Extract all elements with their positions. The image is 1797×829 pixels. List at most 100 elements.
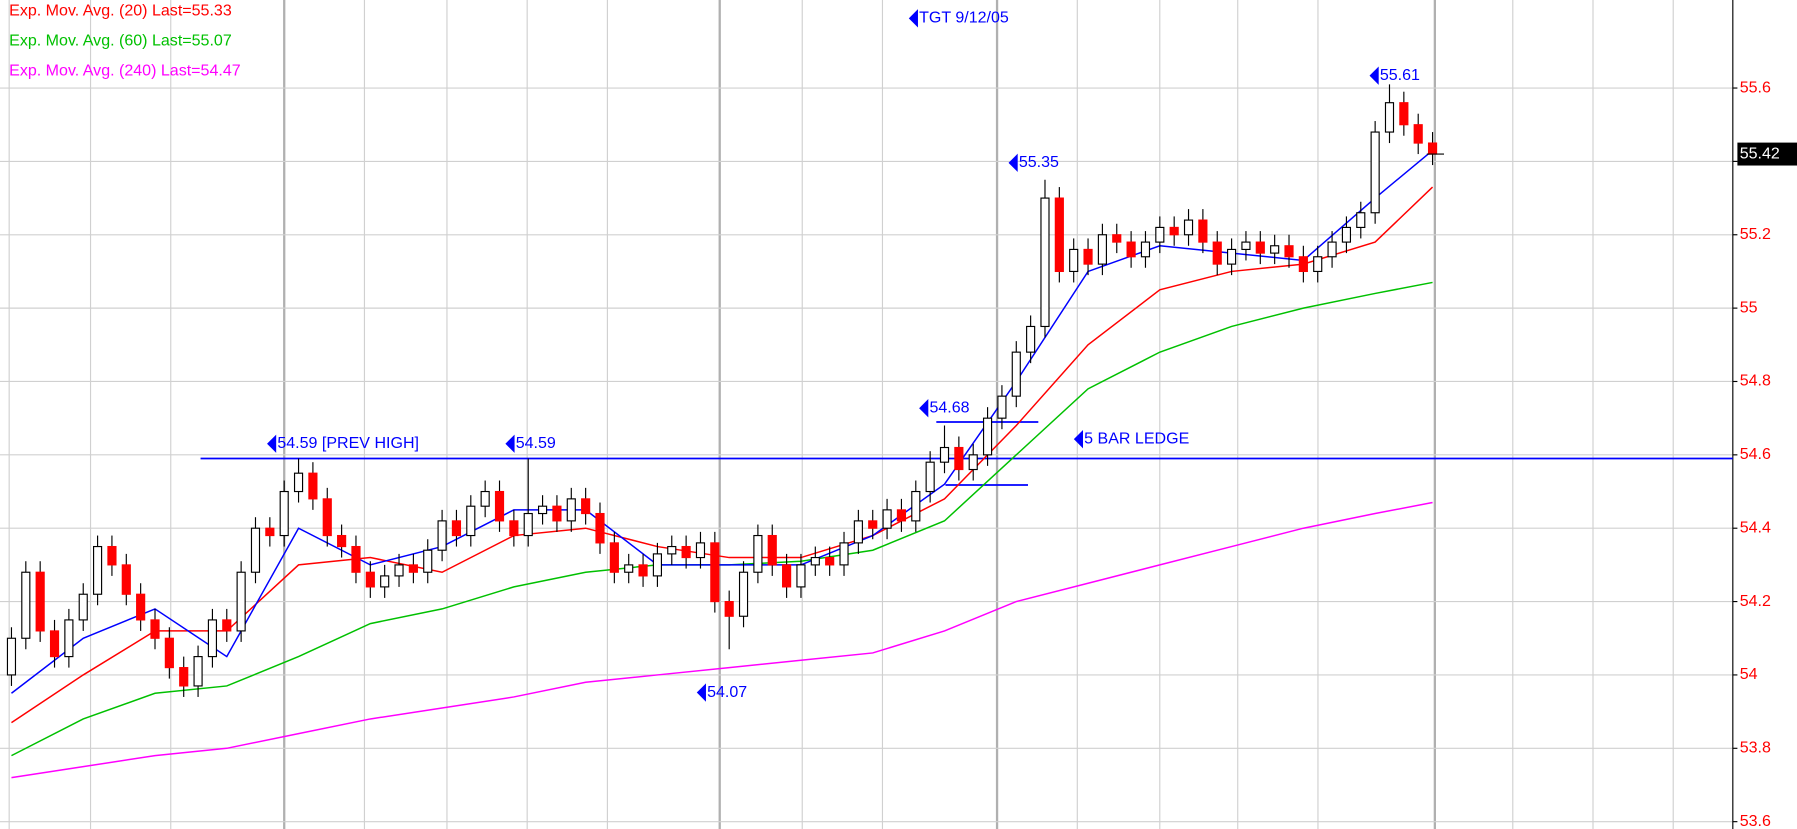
candle-body xyxy=(767,534,777,566)
y-tick-label: 55.2 xyxy=(1740,225,1771,243)
candle-body xyxy=(1183,219,1194,236)
annotation: 55.61 xyxy=(1380,66,1420,84)
candle-body xyxy=(997,395,1007,419)
candle-body xyxy=(337,534,347,548)
candle-body xyxy=(1341,226,1352,243)
candle-body xyxy=(609,542,619,573)
candle-body xyxy=(695,542,706,559)
legend-entry: Exp. Mov. Avg. (20) Last=55.33 xyxy=(9,2,232,20)
legend-entry: Exp. Mov. Avg. (240) Last=54.47 xyxy=(9,61,241,79)
candle-body xyxy=(667,545,677,555)
candle-body xyxy=(1069,248,1079,273)
candle-body xyxy=(1298,256,1308,273)
candle-body xyxy=(1399,102,1409,126)
candle-body xyxy=(810,556,820,566)
ma-line xyxy=(11,186,1434,724)
candle-body xyxy=(1370,131,1380,214)
annotation: 55.35 xyxy=(1019,153,1059,171)
candle-body xyxy=(207,619,218,658)
candle-body xyxy=(552,505,562,522)
candle-body xyxy=(451,520,462,537)
candle-body xyxy=(782,564,792,588)
y-tick-label: 54.8 xyxy=(1740,372,1771,390)
candle-body xyxy=(1284,245,1294,258)
candle-body xyxy=(1255,241,1265,254)
candle-body xyxy=(494,490,505,522)
y-tick-label: 54.4 xyxy=(1740,518,1771,536)
ma-line xyxy=(11,149,1434,694)
candle-body xyxy=(265,527,275,537)
annotation-arrow xyxy=(1008,153,1018,172)
candle-body xyxy=(437,520,447,551)
last-price-box xyxy=(1737,142,1797,166)
last-price-label: 55.42 xyxy=(1740,144,1780,162)
candle-body xyxy=(868,520,878,529)
candle-body xyxy=(380,575,390,588)
candle-body xyxy=(1270,245,1280,254)
candle-body xyxy=(1169,226,1179,236)
y-tick-label: 53.6 xyxy=(1740,812,1771,829)
candle-body xyxy=(982,417,993,456)
candle-body xyxy=(882,509,892,529)
candle-body xyxy=(523,512,533,537)
candle-body xyxy=(595,512,605,544)
candle-body xyxy=(107,545,117,566)
y-tick-label: 53.8 xyxy=(1740,739,1771,757)
candle-body xyxy=(466,505,476,537)
candle-body xyxy=(21,571,31,639)
candle-body xyxy=(250,527,261,573)
candle-body xyxy=(509,520,519,537)
candle-body xyxy=(423,549,433,573)
annotation-arrow xyxy=(505,434,515,453)
ma-line xyxy=(11,501,1433,779)
annotation: 54.68 xyxy=(929,398,969,416)
annotation-arrow xyxy=(267,434,277,453)
candle-body xyxy=(839,542,849,566)
candle-body xyxy=(1198,219,1208,243)
annotation-arrow xyxy=(1369,66,1379,85)
candle-body xyxy=(293,472,304,493)
candle-body xyxy=(1241,241,1251,251)
y-tick-label: 54.6 xyxy=(1740,445,1771,463)
candle-body xyxy=(136,593,146,621)
candle-body xyxy=(710,542,720,603)
candle-body xyxy=(351,545,361,573)
candle-body xyxy=(825,556,835,566)
candle-body xyxy=(968,454,978,471)
candle-body xyxy=(652,553,662,577)
y-tick-label: 55 xyxy=(1740,298,1758,316)
candle-body xyxy=(1054,197,1064,273)
y-tick-label: 54.2 xyxy=(1740,592,1771,610)
candle-body xyxy=(537,505,548,515)
candle-body xyxy=(150,619,160,639)
annotation-arrow xyxy=(919,399,929,418)
candle-body xyxy=(1155,226,1165,243)
candle-body xyxy=(480,490,490,507)
candle-body xyxy=(1040,197,1050,328)
candle-body xyxy=(49,630,60,658)
candle-body xyxy=(738,571,749,617)
candle-body xyxy=(64,619,74,658)
annotation: 54.07 xyxy=(707,683,747,701)
annotation: 5 BAR LEDGE xyxy=(1084,429,1189,447)
legend-entry: Exp. Mov. Avg. (60) Last=55.07 xyxy=(9,32,232,50)
candle-body xyxy=(78,593,88,621)
candle-body xyxy=(681,545,691,559)
candle-body xyxy=(624,564,634,573)
candle-body xyxy=(1313,256,1323,273)
candle-body xyxy=(896,509,907,522)
candle-body xyxy=(308,472,318,500)
candle-body xyxy=(581,498,591,515)
candle-body xyxy=(35,571,45,632)
candle-body xyxy=(1011,351,1021,397)
candle-body xyxy=(638,564,648,577)
annotation-arrow xyxy=(696,683,706,702)
candle-body xyxy=(1126,241,1136,258)
annotation: 54.59 [PREV HIGH] xyxy=(277,434,419,452)
candle-body xyxy=(1140,241,1151,258)
candle-body xyxy=(1227,248,1237,265)
candle-body xyxy=(121,564,131,595)
annotation-arrow xyxy=(1073,429,1084,449)
